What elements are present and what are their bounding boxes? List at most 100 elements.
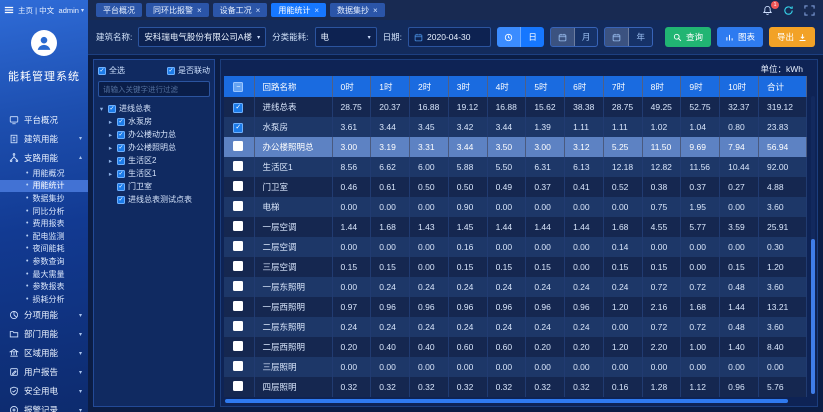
tree-node-办公楼照明总[interactable]: ▸ ✓ 办公楼照明总 — [98, 141, 210, 154]
tab-平台概况[interactable]: 平台概况 — [96, 3, 142, 17]
tree-search-input[interactable] — [98, 81, 210, 97]
sidebar-item-建筑用能[interactable]: 建筑用能 ▾ — [0, 129, 88, 148]
sidebar-subitem-参数报表[interactable]: • 参数报表 — [0, 280, 88, 293]
period-button-日[interactable]: 日 — [497, 27, 544, 47]
select-all-checkbox[interactable]: ✓ 全选 — [98, 65, 125, 76]
table-row[interactable]: 电梯 0.00 0.00 0.00 0.90 0.00 0.00 0.00 0.00 0.75 1.… — [224, 197, 807, 217]
tab-用能统计[interactable]: 用能统计 × — [271, 3, 327, 17]
chart-button[interactable]: 图表 — [716, 27, 763, 47]
table-row[interactable]: 二层东照明 0.24 0.24 0.24 0.24 0.24 0.24 0.24 0.00 0.7… — [224, 317, 807, 337]
sidebar-subitem-参数查询[interactable]: • 参数查询 — [0, 255, 88, 268]
table-row[interactable]: 一层东照明 0.00 0.24 0.24 0.24 0.24 0.24 0.24 0.24 0.7… — [224, 277, 807, 297]
table-row[interactable]: 门卫室 0.46 0.61 0.50 0.50 0.49 0.37 0.41 0.52 0.38 0… — [224, 177, 807, 197]
tab-close-icon[interactable]: × — [255, 5, 261, 15]
row-checkbox[interactable] — [233, 161, 244, 171]
bell-icon[interactable]: 1 — [762, 0, 779, 16]
tree-node-checkbox[interactable]: ✓ — [117, 143, 125, 152]
table-row[interactable]: 二层西照明 0.20 0.40 0.40 0.60 0.60 0.20 0.20 1.20 2.2… — [224, 337, 807, 357]
sidebar-item-区域用能[interactable]: 区域用能 ▾ — [0, 344, 88, 363]
row-checkbox[interactable] — [233, 261, 244, 271]
tab-close-icon[interactable]: × — [197, 5, 202, 15]
caret-right-icon[interactable]: ▸ — [108, 157, 113, 165]
energy-category-select[interactable]: 电 ▾ — [314, 27, 377, 47]
building-select[interactable]: 安科瑞电气股份有限公司A楼 ▾ — [138, 27, 267, 47]
tab-close-icon[interactable]: × — [373, 5, 378, 15]
tree-node-门卫室[interactable]: ✓ 门卫室 — [98, 180, 210, 193]
row-checkbox[interactable] — [233, 241, 244, 251]
search-button[interactable]: 查询 — [664, 27, 711, 47]
row-checkbox[interactable] — [233, 341, 244, 351]
period-button-月[interactable]: 月 — [549, 27, 599, 47]
sidebar-item-安全用电[interactable]: 安全用电 ▾ — [0, 382, 88, 401]
table-row[interactable]: 三层空调 0.15 0.15 0.00 0.15 0.15 0.15 0.00 0.15 0.15… — [224, 257, 807, 277]
table-row[interactable]: 二层空调 0.00 0.00 0.00 0.16 0.00 0.00 0.00 0.14 0.00… — [224, 237, 807, 257]
tree-node-checkbox[interactable]: ✓ — [117, 117, 125, 126]
sidebar-subitem-最大需量[interactable]: • 最大需量 — [0, 268, 88, 281]
table-row[interactable]: ✓ 进线总表 28.75 20.37 16.88 19.12 16.88 15.62 38.38… — [224, 97, 807, 117]
row-checkbox[interactable] — [233, 221, 244, 231]
table-row[interactable]: 四层照明 0.32 0.32 0.32 0.32 0.32 0.32 0.32 0.16 1.28… — [224, 377, 807, 397]
tree-node-checkbox[interactable]: ✓ — [108, 104, 116, 113]
home-language-label[interactable]: 主页 | 中文 — [18, 5, 55, 15]
caret-right-icon[interactable]: ▸ — [108, 170, 113, 178]
tree-node-进线总表[interactable]: ▾ ✓ 进线总表 — [98, 102, 210, 115]
row-checkbox[interactable] — [233, 281, 244, 291]
sidebar-item-用户报告[interactable]: 用户报告 ▾ — [0, 363, 88, 382]
tab-设备工况[interactable]: 设备工况 × — [212, 3, 268, 17]
sidebar-subitem-损耗分析[interactable]: • 损耗分析 — [0, 293, 88, 306]
caret-right-icon[interactable]: ▸ — [108, 131, 113, 139]
row-checkbox[interactable]: ✓ — [233, 102, 244, 113]
row-checkbox[interactable] — [233, 321, 244, 331]
caret-right-icon[interactable]: ▸ — [108, 144, 113, 152]
horizontal-scrollbar[interactable] — [225, 399, 805, 403]
tab-数据集抄[interactable]: 数据集抄 × — [330, 3, 385, 17]
caret-right-icon[interactable]: ▸ — [108, 118, 113, 126]
sidebar-subitem-夜间能耗[interactable]: • 夜间能耗 — [0, 243, 88, 256]
date-input[interactable]: 2020-04-30 — [408, 27, 492, 47]
sidebar-item-部门用能[interactable]: 部门用能 ▾ — [0, 325, 88, 344]
table-row[interactable]: 三层照明 0.00 0.00 0.00 0.00 0.00 0.00 0.00 0.00 0.00… — [224, 357, 807, 377]
fullscreen-icon[interactable] — [804, 4, 815, 16]
sidebar-subitem-用能统计[interactable]: • 用能统计 — [0, 179, 88, 193]
user-menu[interactable]: admin ▾ — [59, 6, 84, 15]
table-row[interactable]: 一层空调 1.44 1.68 1.43 1.45 1.44 1.44 1.44 1.68 4.55… — [224, 217, 807, 237]
horizontal-scrollbar-thumb[interactable] — [225, 399, 788, 403]
sidebar-item-支路用能[interactable]: 支路用能 ▴ — [0, 148, 88, 167]
sidebar-subitem-用能概况[interactable]: • 用能概况 — [0, 167, 88, 180]
tree-node-生活区2[interactable]: ▸ ✓ 生活区2 — [98, 154, 210, 167]
sidebar-subitem-配电监测[interactable]: • 配电监测 — [0, 230, 88, 243]
row-checkbox[interactable] — [233, 181, 244, 191]
caret-down-icon[interactable]: ▾ — [99, 105, 104, 113]
table-row[interactable]: 一层西照明 0.97 0.96 0.96 0.96 0.96 0.96 0.96 1.20 2.1… — [224, 297, 807, 317]
sidebar-item-分项用能[interactable]: 分项用能 ▾ — [0, 306, 88, 325]
header-checkbox[interactable]: − — [233, 82, 244, 93]
sidebar-subitem-数据集抄[interactable]: • 数据集抄 — [0, 192, 88, 205]
tree-node-进线总表测试点表[interactable]: ✓ 进线总表测试点表 — [98, 193, 210, 206]
table-row[interactable]: ✓ 水泵房 3.61 3.44 3.45 3.42 3.44 1.39 1.11 1.11 1.02… — [224, 117, 807, 137]
row-checkbox[interactable] — [233, 301, 244, 311]
tab-同环比报警[interactable]: 同环比报警 × — [146, 3, 209, 17]
vertical-scrollbar-thumb[interactable] — [811, 239, 815, 394]
sidebar-item-报警记录[interactable]: 报警记录 ▾ — [0, 401, 88, 412]
tree-node-水泵房[interactable]: ▸ ✓ 水泵房 — [98, 115, 210, 128]
tab-close-icon[interactable]: × — [314, 5, 320, 15]
table-row[interactable]: 生活区1 8.56 6.62 6.00 5.88 5.50 6.31 6.13 12.18 12.… — [224, 157, 807, 177]
row-checkbox[interactable] — [233, 141, 244, 151]
refresh-icon[interactable] — [783, 5, 794, 16]
period-button-年[interactable]: 年 — [604, 27, 653, 47]
tree-node-checkbox[interactable]: ✓ — [117, 195, 125, 204]
avatar[interactable] — [31, 30, 57, 56]
linkage-checkbox[interactable]: ✓ 是否联动 — [167, 65, 210, 76]
tree-node-checkbox[interactable]: ✓ — [117, 169, 125, 178]
table-row[interactable]: 办公楼照明总 3.00 3.19 3.31 3.44 3.50 3.00 3.12 5.25 11… — [224, 137, 807, 157]
tree-node-checkbox[interactable]: ✓ — [117, 130, 125, 139]
export-button[interactable]: 导出 — [768, 27, 815, 47]
tree-node-checkbox[interactable]: ✓ — [117, 182, 125, 191]
row-checkbox[interactable] — [233, 381, 244, 391]
row-checkbox[interactable] — [233, 361, 244, 371]
vertical-scrollbar[interactable] — [811, 96, 815, 394]
tree-node-checkbox[interactable]: ✓ — [117, 156, 125, 165]
sidebar-subitem-同比分析[interactable]: • 同比分析 — [0, 205, 88, 218]
tree-node-生活区1[interactable]: ▸ ✓ 生活区1 — [98, 167, 210, 180]
row-checkbox[interactable] — [233, 201, 244, 211]
